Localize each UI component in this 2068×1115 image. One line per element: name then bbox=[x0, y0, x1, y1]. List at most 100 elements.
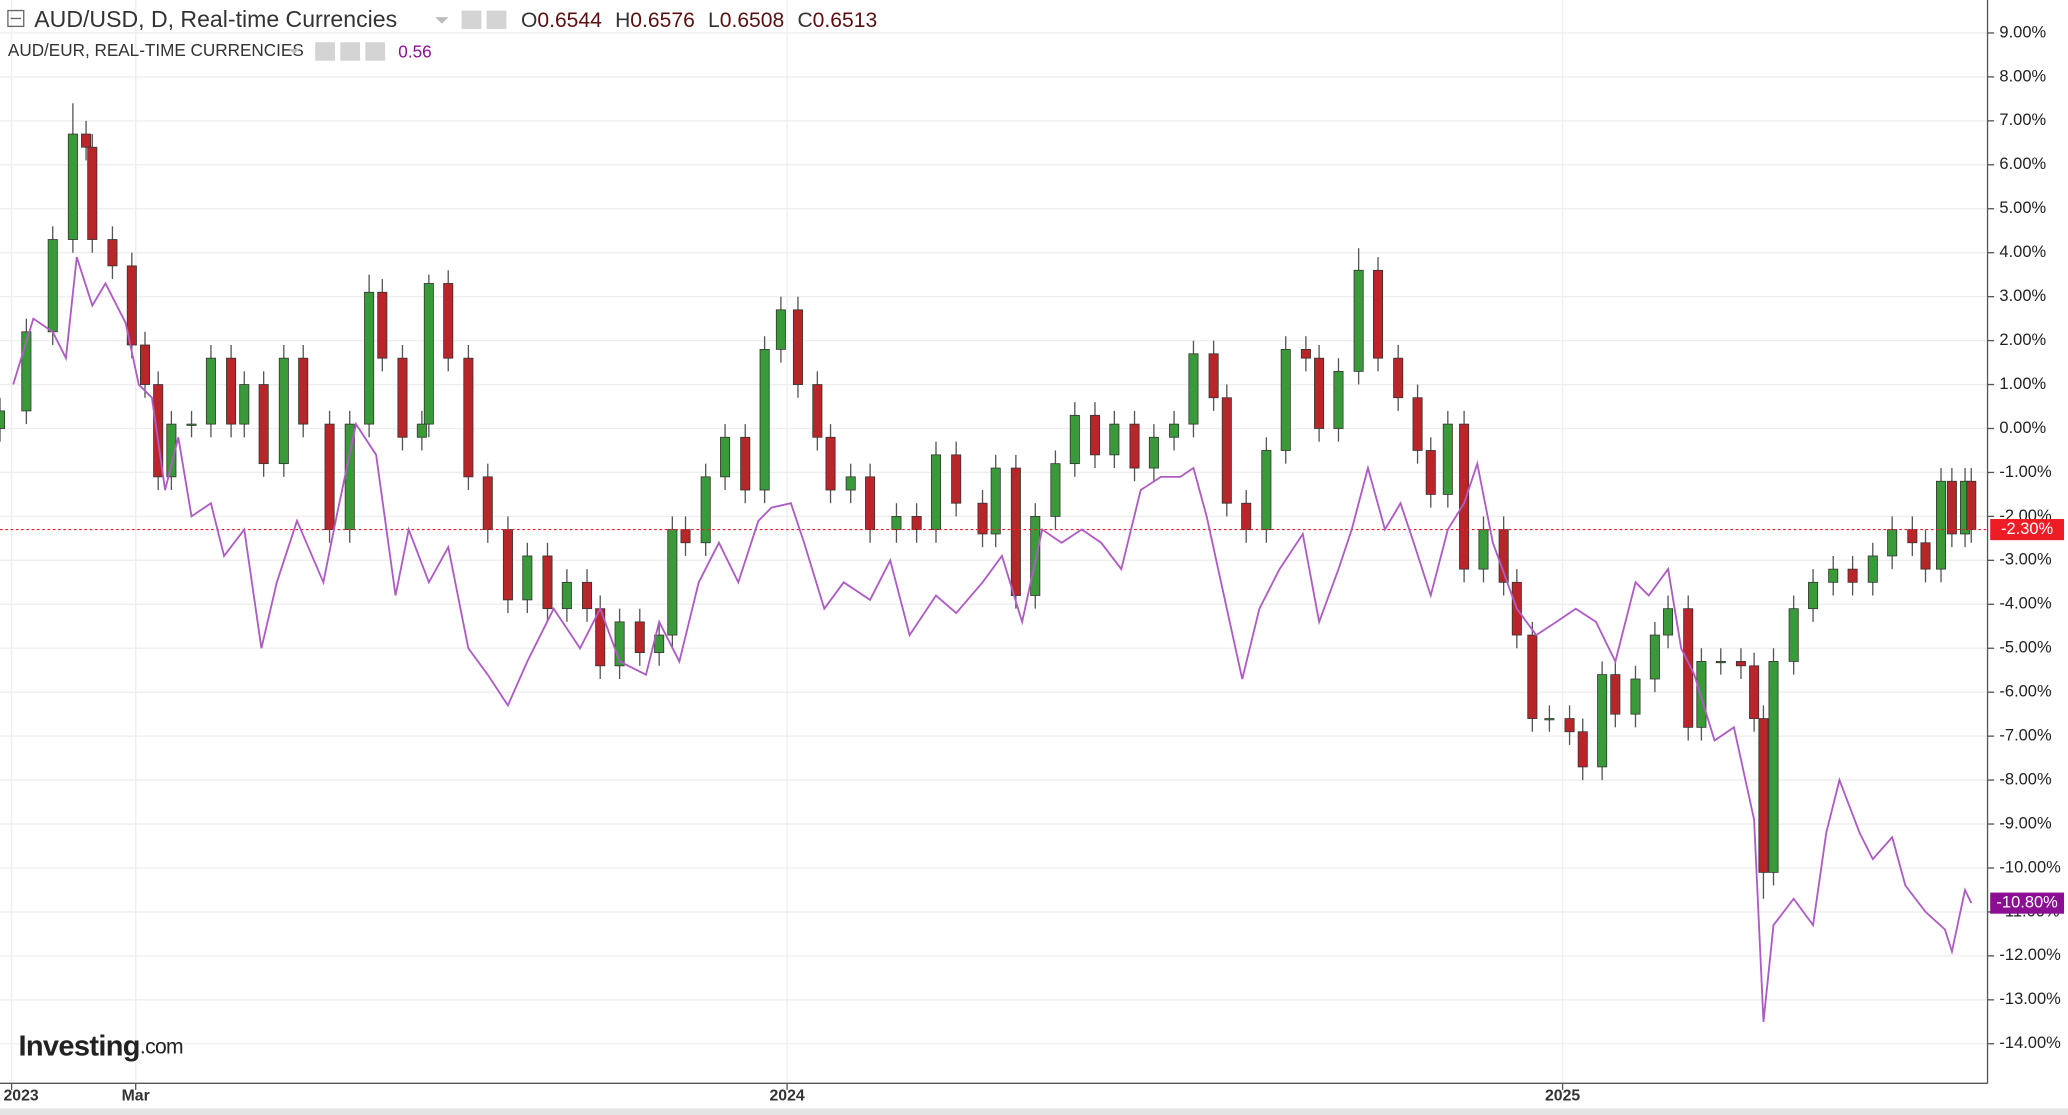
candle-body bbox=[107, 239, 118, 267]
dropdown-arrow[interactable] bbox=[288, 48, 300, 55]
candle-body bbox=[397, 357, 408, 438]
main-title: AUD/USD, D, Real-time Currencies bbox=[34, 6, 397, 32]
x-tick-label: 2023 bbox=[3, 1088, 38, 1105]
candle-body bbox=[891, 515, 902, 530]
candle-body bbox=[1030, 515, 1041, 596]
y-tick-label: 6.00% bbox=[1999, 155, 2046, 173]
candle-body bbox=[1373, 269, 1384, 359]
remove-icon[interactable] bbox=[365, 42, 386, 61]
y-tick-label: 0.00% bbox=[1999, 419, 2046, 437]
candle-body bbox=[1221, 397, 1232, 504]
x-tick-label: Mar bbox=[122, 1088, 150, 1105]
candle-body bbox=[1577, 731, 1588, 768]
candle-body bbox=[239, 384, 250, 425]
eye-icon[interactable] bbox=[315, 42, 335, 61]
candle-body bbox=[1333, 370, 1344, 429]
candle-body bbox=[1393, 357, 1404, 399]
y-tick-label: -10.00% bbox=[1999, 858, 2061, 876]
candle-body bbox=[1735, 661, 1746, 667]
candle-body bbox=[1010, 467, 1021, 596]
candle-body bbox=[522, 555, 533, 601]
candle-body bbox=[278, 357, 289, 465]
candle-body bbox=[1597, 674, 1608, 768]
candle-body bbox=[542, 555, 553, 610]
logo-suffix: .com bbox=[140, 1035, 183, 1058]
last-value-label: -2.30% bbox=[2001, 520, 2054, 538]
candle-body bbox=[865, 476, 876, 530]
ohlc-value: 0.6576 bbox=[630, 9, 695, 32]
candle-body bbox=[930, 454, 942, 530]
logo-word: Investing bbox=[18, 1030, 139, 1062]
candle-body bbox=[377, 291, 388, 359]
candle-body bbox=[1649, 634, 1660, 680]
candle-body bbox=[1280, 348, 1291, 451]
candle-body bbox=[205, 357, 216, 425]
eye-icon[interactable] bbox=[461, 10, 482, 30]
y-tick-label: 8.00% bbox=[1999, 67, 2046, 85]
candle-body bbox=[140, 344, 151, 385]
y-tick-label: -1.00% bbox=[1999, 463, 2052, 481]
collapse-icon[interactable] bbox=[7, 9, 25, 28]
candle-body bbox=[1241, 502, 1252, 530]
compare-value: 0.56 bbox=[398, 41, 431, 61]
candle-body bbox=[1847, 568, 1858, 583]
candle-body bbox=[1946, 480, 1957, 535]
candle-body bbox=[482, 476, 493, 530]
candle-body bbox=[1478, 529, 1489, 570]
y-tick-label: -7.00% bbox=[1999, 726, 2052, 744]
candle-body bbox=[47, 239, 58, 333]
y-tick-label: -9.00% bbox=[1999, 814, 2052, 832]
ohlc-value: 0.6513 bbox=[813, 9, 878, 32]
settings-icon[interactable] bbox=[486, 10, 507, 30]
candle-body bbox=[775, 309, 786, 350]
candle-body bbox=[1715, 661, 1726, 664]
candle-body bbox=[298, 357, 309, 425]
dropdown-arrow[interactable] bbox=[435, 17, 449, 24]
candle-body bbox=[1089, 414, 1100, 456]
y-tick-label: 3.00% bbox=[1999, 287, 2046, 305]
y-tick-label: 4.00% bbox=[1999, 243, 2046, 261]
candle-body bbox=[1768, 661, 1779, 873]
candle-body bbox=[1208, 353, 1219, 399]
candle-body bbox=[1758, 718, 1769, 873]
settings-icon[interactable] bbox=[340, 42, 361, 61]
candle-body bbox=[1425, 450, 1436, 495]
candle-body bbox=[324, 423, 335, 530]
candle-body bbox=[634, 621, 645, 654]
candle-body bbox=[87, 146, 98, 240]
ohlc-label: C bbox=[797, 9, 812, 32]
candle-body bbox=[1887, 529, 1898, 557]
y-tick-label: 2.00% bbox=[1999, 331, 2046, 349]
candle-body bbox=[81, 133, 92, 148]
candle-body bbox=[977, 502, 988, 535]
candle-body bbox=[1610, 674, 1621, 715]
candle-body bbox=[186, 423, 197, 426]
y-tick-label: 1.00% bbox=[1999, 375, 2046, 393]
candle-body bbox=[126, 265, 137, 346]
y-tick-label: -5.00% bbox=[1999, 639, 2052, 657]
candle-body bbox=[1544, 718, 1555, 721]
candle-body bbox=[1527, 634, 1538, 719]
plot-area bbox=[0, 103, 1988, 1022]
candle-body bbox=[423, 283, 434, 425]
y-tick-label: 5.00% bbox=[1999, 199, 2046, 217]
candle-body bbox=[1442, 423, 1453, 495]
candle-body bbox=[845, 476, 856, 491]
last-value-label: -10.80% bbox=[1996, 893, 2058, 911]
candle-body bbox=[443, 283, 454, 359]
last-value-box bbox=[1990, 892, 2065, 914]
y-tick-label: 9.00% bbox=[1999, 23, 2046, 41]
candle-body bbox=[825, 436, 836, 491]
y-tick-label: -12.00% bbox=[1999, 946, 2061, 964]
candle-body bbox=[614, 621, 625, 667]
candle-body bbox=[0, 410, 6, 429]
candle-body bbox=[1907, 529, 1918, 544]
candle-body bbox=[680, 529, 691, 544]
candle-body bbox=[1808, 581, 1819, 610]
candle-body bbox=[1314, 357, 1325, 429]
candle-body bbox=[792, 309, 803, 385]
compare-line bbox=[12, 256, 1973, 1022]
ohlc-readout: O0.6544 H0.6576 L0.6508 C0.6513 bbox=[521, 9, 877, 32]
x-tick-label: 2025 bbox=[1545, 1088, 1580, 1105]
